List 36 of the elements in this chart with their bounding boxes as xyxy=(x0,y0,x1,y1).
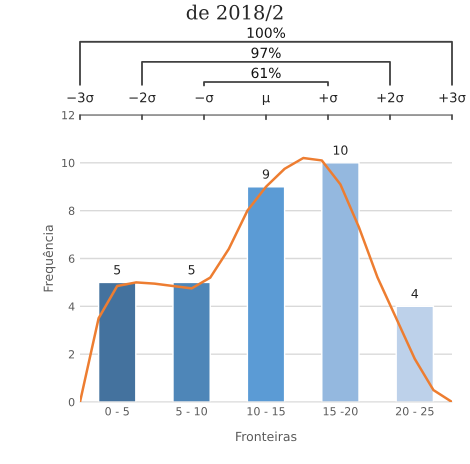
text: −3σ xyxy=(67,92,94,102)
y-tick-label: 10 xyxy=(62,158,74,168)
y-tick-label: 4 xyxy=(68,302,75,311)
text: 61% xyxy=(252,68,281,78)
y-tick-label: 8 xyxy=(68,206,74,216)
x-tick-label: 20 - 25 xyxy=(396,407,434,416)
text: +2σ xyxy=(377,92,404,102)
data-label: 4 xyxy=(411,289,418,298)
x-tick-label: 5 - 10 xyxy=(176,407,208,416)
data-label: 5 xyxy=(114,265,120,274)
text: −σ xyxy=(196,94,214,102)
y-tick-label: 6 xyxy=(68,254,74,263)
x-axis-title: Fronteiras xyxy=(236,432,296,442)
bar xyxy=(246,186,286,402)
bar xyxy=(321,162,360,402)
x-tick-label: 10 - 15 xyxy=(248,407,285,416)
chart-title: de 2018/2 xyxy=(186,4,282,22)
bar xyxy=(98,282,136,402)
line-series xyxy=(80,156,452,402)
text: μ xyxy=(262,94,270,105)
text: 100% xyxy=(248,27,286,38)
data-label: 10 xyxy=(334,145,348,155)
text: −2σ xyxy=(129,92,156,102)
x-tick-label: 0 - 5 xyxy=(105,407,129,416)
bar xyxy=(172,282,211,402)
y-tick-label: 12 xyxy=(62,110,74,120)
x-tick-label: 15 -20 xyxy=(324,407,358,416)
data-label: 5 xyxy=(188,265,194,274)
y-tick-label: 0 xyxy=(68,398,74,406)
y-tick-label: 2 xyxy=(68,350,74,358)
bar xyxy=(396,306,434,402)
text: +σ xyxy=(320,94,338,102)
text: 97% xyxy=(251,48,281,58)
y-axis-title: Frequência xyxy=(42,225,56,292)
text: +3σ xyxy=(439,92,466,102)
data-label: 9 xyxy=(262,169,270,179)
